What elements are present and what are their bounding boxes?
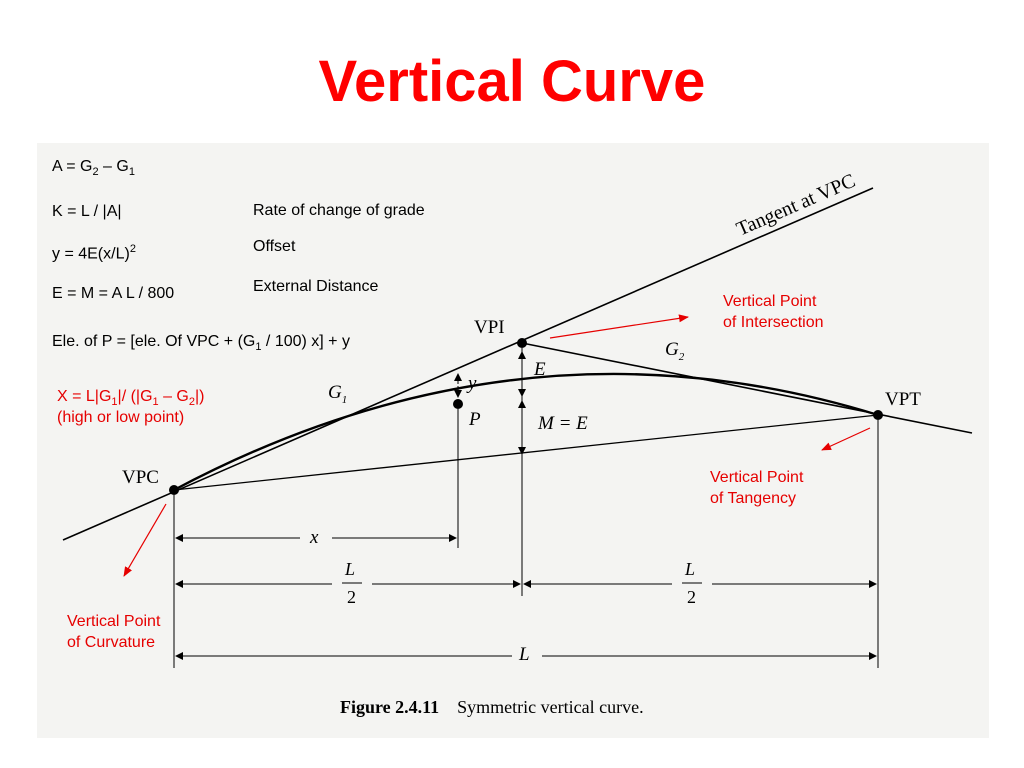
vpc-label: VPC — [122, 467, 159, 488]
figure-number: Figure 2.4.11 — [340, 697, 440, 717]
l-full-label: L — [519, 644, 530, 665]
scanned-figure-background — [37, 143, 989, 738]
p-label: P — [469, 409, 481, 430]
formula-x-note: (high or low point) — [57, 409, 185, 426]
vpi-callout-arrow — [549, 314, 689, 339]
l-half-left-denominator: 2 — [347, 587, 356, 607]
description-e: External Distance — [253, 278, 379, 295]
callout-vpt: Vertical Point of Tangency — [710, 469, 804, 507]
chord-line — [173, 414, 879, 491]
tangent-g2-line — [521, 342, 973, 434]
p-point — [453, 399, 463, 409]
vpi-label: VPI — [474, 317, 505, 338]
description-y: Offset — [253, 238, 296, 255]
g2-label: G2 — [665, 339, 685, 363]
e-label: E — [534, 359, 546, 380]
vpt-label: VPT — [885, 389, 921, 410]
m-equals-e-label: M = E — [538, 413, 588, 434]
description-k: Rate of change of grade — [253, 202, 425, 219]
vpc-point — [169, 485, 179, 495]
callout-vpc: Vertical Point of Curvature — [67, 613, 161, 651]
vpt-callout-arrow — [821, 427, 871, 451]
tangent-g1-line — [62, 187, 874, 541]
formula-y: y = 4E(x/L)2 — [52, 243, 136, 263]
tangent-at-vpc-label: Tangent at VPC — [733, 170, 858, 241]
l-half-right-numerator: L — [685, 559, 696, 579]
l-half-right-denominator: 2 — [687, 587, 696, 607]
formula-x-high-low: X = L|G1|/ (|G1 – G2|) — [57, 388, 205, 409]
figure-caption-text: Symmetric vertical curve. — [457, 697, 644, 717]
figure-caption: Figure 2.4.11 Symmetric vertical curve. — [340, 697, 644, 718]
y-label: y — [468, 373, 477, 394]
slide-title: Vertical Curve — [318, 49, 706, 114]
vpi-point — [517, 338, 527, 348]
vpt-point — [873, 410, 883, 420]
x-dimension-label: x — [310, 527, 319, 548]
formula-k: K = L / |A| — [52, 203, 122, 220]
vertical-curve — [173, 372, 879, 492]
vpc-callout-arrow — [123, 503, 167, 577]
callout-vpi: Vertical Point of Intersection — [723, 293, 824, 331]
formula-elevation-p: Ele. of P = [ele. Of VPC + (G1 / 100) x]… — [52, 333, 350, 354]
formula-e: E = M = A L / 800 — [52, 285, 175, 302]
g1-label: G1 — [328, 382, 348, 406]
l-half-left-numerator: L — [345, 559, 356, 579]
formula-a: A = G2 – G1 — [52, 158, 135, 179]
